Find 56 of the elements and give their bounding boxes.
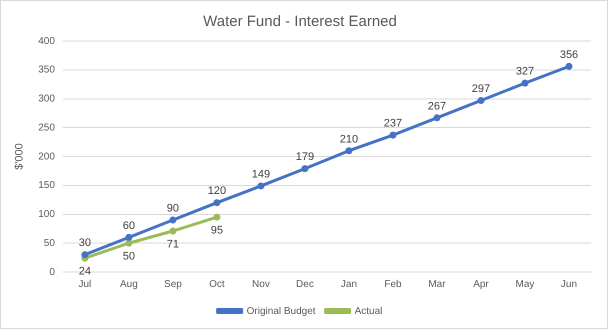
x-tick-label: Apr xyxy=(473,278,490,290)
legend-label: Actual xyxy=(354,306,382,317)
x-tick-label: Nov xyxy=(252,278,270,290)
y-axis-title: $'000 xyxy=(14,143,26,170)
point xyxy=(81,251,88,258)
point xyxy=(521,80,528,87)
data-label: 50 xyxy=(122,250,136,263)
data-label: 327 xyxy=(516,66,534,78)
x-tick-label: Dec xyxy=(296,278,314,290)
point xyxy=(565,62,572,70)
data-label: 24 xyxy=(78,266,92,278)
data-label: 356 xyxy=(560,48,578,61)
y-tick-label: 0 xyxy=(49,266,56,278)
point xyxy=(257,182,264,190)
point xyxy=(213,199,220,206)
point xyxy=(301,165,308,172)
data-label: 297 xyxy=(472,83,490,96)
point xyxy=(345,147,352,154)
data-label: 179 xyxy=(296,151,314,164)
y-tick-label: 350 xyxy=(38,64,56,76)
x-tick-label: Sep xyxy=(164,278,182,290)
point xyxy=(477,96,484,104)
data-label: 71 xyxy=(166,238,180,251)
x-tick-label: Mar xyxy=(428,278,446,290)
data-label: 90 xyxy=(166,202,180,215)
chart-title: Water Fund - Interest Earned xyxy=(203,13,397,30)
x-tick-label: Feb xyxy=(384,278,402,290)
data-label: 60 xyxy=(122,220,136,232)
x-tick-label: Oct xyxy=(209,278,225,290)
data-label: 120 xyxy=(208,185,226,198)
y-tick-label: 150 xyxy=(38,180,56,192)
x-tick-label: Jul xyxy=(78,278,92,290)
point xyxy=(125,240,132,247)
legend-label: Original Budget xyxy=(246,306,316,317)
point xyxy=(433,114,440,122)
y-tick-label: 50 xyxy=(44,238,56,249)
point xyxy=(169,216,176,224)
point xyxy=(389,132,396,139)
data-label: 30 xyxy=(78,237,92,250)
y-tick-label: 250 xyxy=(38,122,56,134)
data-label: 237 xyxy=(384,118,402,130)
y-tick-label: 100 xyxy=(38,209,56,220)
x-tick-label: Jun xyxy=(560,278,578,290)
point xyxy=(213,214,220,221)
x-tick-label: May xyxy=(516,278,534,290)
data-label: 267 xyxy=(428,100,446,112)
data-label: 95 xyxy=(210,224,224,237)
data-label: 149 xyxy=(252,168,270,180)
y-tick-label: 300 xyxy=(38,94,56,104)
x-tick-label: Jan xyxy=(340,278,358,290)
y-tick-label: 200 xyxy=(38,151,56,162)
data-label: 210 xyxy=(340,133,358,146)
point xyxy=(169,228,176,234)
y-tick-label: 400 xyxy=(38,36,56,47)
point xyxy=(125,234,132,241)
x-tick-label: Aug xyxy=(120,278,138,290)
